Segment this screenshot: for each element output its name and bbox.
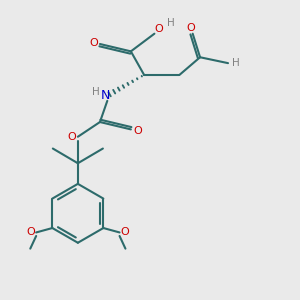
Text: H: H [92, 87, 100, 97]
Text: O: O [121, 227, 129, 237]
Text: N: N [100, 89, 110, 102]
Text: H: H [232, 58, 240, 68]
Text: O: O [187, 23, 196, 33]
Text: O: O [134, 126, 142, 136]
Text: O: O [89, 38, 98, 47]
Text: O: O [154, 24, 163, 34]
Text: H: H [167, 18, 175, 28]
Text: O: O [26, 227, 35, 237]
Text: O: O [67, 132, 76, 142]
